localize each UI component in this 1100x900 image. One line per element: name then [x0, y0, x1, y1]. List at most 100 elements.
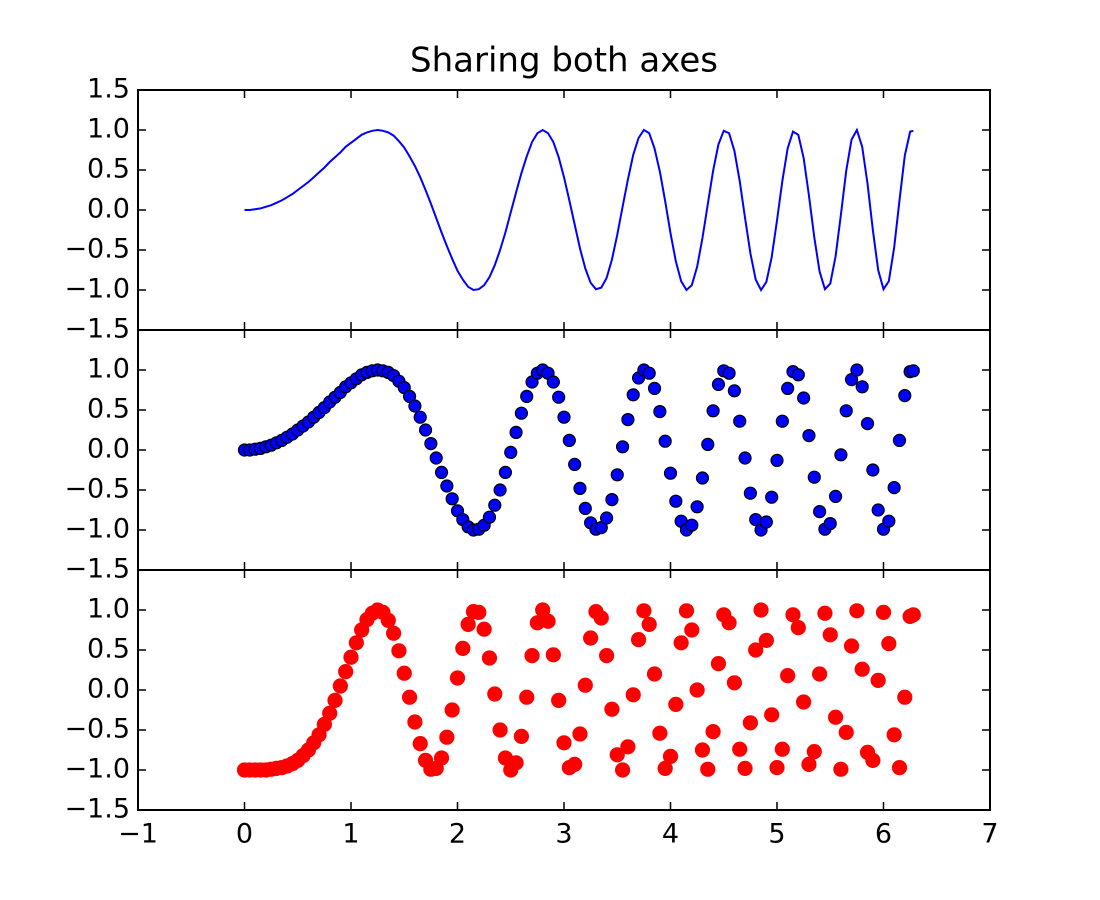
- scatter-point: [641, 616, 657, 633]
- scatter-point: [413, 410, 427, 424]
- scatter-point: [460, 616, 476, 633]
- scatter-point: [418, 423, 433, 437]
- data-line: [244, 127, 914, 292]
- scatter-point: [583, 630, 599, 646]
- scatter-point: [445, 492, 459, 506]
- axes-frame: [137, 89, 991, 331]
- scatter-point: [386, 625, 402, 641]
- scatter-point: [849, 603, 865, 619]
- scatter-point: [557, 410, 571, 424]
- scatter-point: [823, 516, 837, 531]
- scatter-point: [482, 510, 497, 524]
- scatter-point: [726, 675, 743, 691]
- scatter-point: [577, 677, 593, 693]
- scatter-point: [546, 375, 560, 389]
- scatter-point: [721, 615, 737, 631]
- scatter-point: [567, 756, 583, 773]
- scatter-point: [905, 607, 921, 623]
- scatter-point: [775, 414, 789, 428]
- scatter-point: [524, 647, 540, 664]
- scatter-point: [647, 381, 662, 395]
- scatter-point: [498, 465, 513, 479]
- scatter-point: [843, 638, 860, 654]
- scatter-point: [833, 761, 849, 777]
- scatter-point: [545, 647, 561, 663]
- scatter-point: [790, 619, 806, 636]
- scatter-point: [711, 377, 726, 391]
- scatter-point: [380, 612, 396, 629]
- y-tick-label: 1.5: [87, 74, 130, 105]
- scatter-point: [449, 670, 466, 686]
- scatter-point: [519, 689, 535, 705]
- scatter-point: [727, 384, 742, 398]
- scatter-point: [700, 761, 716, 777]
- y-tick-label: 1.0: [87, 354, 130, 385]
- scatter-point: [540, 613, 556, 629]
- scatter-point: [508, 755, 524, 771]
- scatter-point: [737, 760, 753, 777]
- x-tick-label: 6: [875, 819, 892, 850]
- scatter-point: [476, 621, 492, 637]
- scatter-point: [552, 390, 566, 404]
- y-tick-label: −1.5: [64, 314, 130, 345]
- scatter-point: [791, 368, 805, 382]
- scatter-point: [514, 406, 529, 420]
- scatter-point: [408, 399, 422, 413]
- scatter-point: [710, 655, 727, 672]
- scatter-point: [662, 748, 679, 765]
- scatter-point: [759, 515, 773, 529]
- scatter-point: [429, 451, 443, 465]
- y-tick-label: −1.0: [64, 274, 130, 305]
- scatter-point: [850, 363, 864, 377]
- axes-frame: [137, 569, 991, 811]
- scatter-point: [781, 381, 795, 395]
- scatter-point: [695, 471, 710, 485]
- scatter-point: [854, 661, 870, 677]
- scatter-point: [765, 490, 779, 504]
- scatter-point: [407, 714, 423, 730]
- x-tick-label: 0: [236, 819, 253, 850]
- y-tick-label: 0.5: [87, 394, 130, 425]
- scatter-point: [492, 722, 508, 738]
- scatter-point: [509, 425, 523, 439]
- x-tick-label: 4: [662, 819, 679, 850]
- scatter-point: [875, 604, 892, 621]
- scatter-point: [658, 434, 672, 448]
- x-tick-label: 1: [342, 819, 359, 850]
- scatter-point: [630, 631, 647, 648]
- y-tick-label: 0.0: [87, 194, 130, 225]
- scatter-point: [513, 728, 530, 745]
- scatter-point: [343, 649, 359, 665]
- scatter-point: [769, 759, 785, 776]
- y-tick-label: 0.0: [87, 674, 130, 705]
- scatter-point: [733, 414, 747, 428]
- scatter-point: [705, 723, 721, 740]
- scatter-point: [796, 694, 812, 710]
- scatter-point: [396, 665, 412, 681]
- scatter-point: [806, 743, 822, 760]
- chart-title: Sharing both axes: [410, 41, 718, 81]
- scatter-point: [593, 610, 609, 626]
- y-tick-label: 0.5: [87, 634, 130, 665]
- scatter-point: [706, 404, 720, 418]
- scatter-point: [444, 702, 460, 718]
- scatter-point: [568, 457, 582, 471]
- scatter-point: [669, 494, 683, 508]
- scatter-point: [764, 707, 780, 723]
- scatter-point: [834, 448, 848, 462]
- scatter-point: [562, 433, 576, 447]
- scatter-point: [684, 622, 700, 638]
- scatter-point: [610, 468, 624, 482]
- scatter-point: [488, 498, 502, 512]
- scatter-point: [481, 650, 498, 666]
- scatter-point: [572, 726, 588, 742]
- y-tick-label: −0.5: [64, 714, 130, 745]
- scatter-point: [828, 489, 843, 503]
- scatter-point: [770, 453, 784, 467]
- scatter-point: [604, 701, 620, 717]
- scatter-point: [870, 672, 886, 689]
- scatter-point: [598, 647, 615, 664]
- scatter-point: [626, 388, 640, 402]
- scatter-point: [614, 762, 631, 778]
- scatter-point: [774, 741, 790, 757]
